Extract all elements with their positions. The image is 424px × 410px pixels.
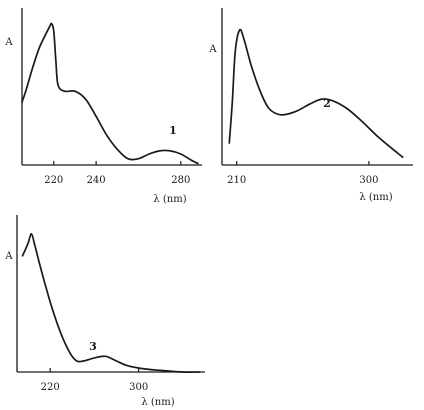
x-tick-label: 210 xyxy=(227,175,246,186)
y-axis-label: A xyxy=(4,37,13,48)
x-ticks: 210 300 xyxy=(227,161,378,186)
spectrum-curve-1 xyxy=(21,22,199,165)
x-ticks: 220 240 280 xyxy=(44,161,190,186)
curve-label-1: 1 xyxy=(169,124,177,137)
x-tick-label: 220 xyxy=(44,175,63,186)
x-tick-label: 240 xyxy=(87,175,106,186)
y-axis-label: A xyxy=(208,44,217,55)
x-tick-label: 220 xyxy=(41,382,60,393)
spectrum-curve-3 xyxy=(21,232,201,373)
spectrum-panel-3: A λ (nm) 220 300 3 xyxy=(4,215,205,408)
curve-label-2: 2 xyxy=(323,97,331,110)
x-axis-label: λ (nm) xyxy=(153,194,186,205)
y-axis-label: A xyxy=(4,251,13,262)
spectrum-panel-2: A λ (nm) 210 300 2 xyxy=(208,8,413,203)
x-tick-label: 300 xyxy=(359,175,378,186)
x-tick-label: 280 xyxy=(171,175,190,186)
curve-label-3: 3 xyxy=(89,340,97,353)
spectrum-panel-1: A λ (nm) 220 240 280 1 xyxy=(4,8,202,205)
x-tick-label: 300 xyxy=(129,382,148,393)
spectrum-curve-2 xyxy=(228,28,404,159)
x-axis-label: λ (nm) xyxy=(141,397,174,408)
x-axis-label: λ (nm) xyxy=(359,192,392,203)
